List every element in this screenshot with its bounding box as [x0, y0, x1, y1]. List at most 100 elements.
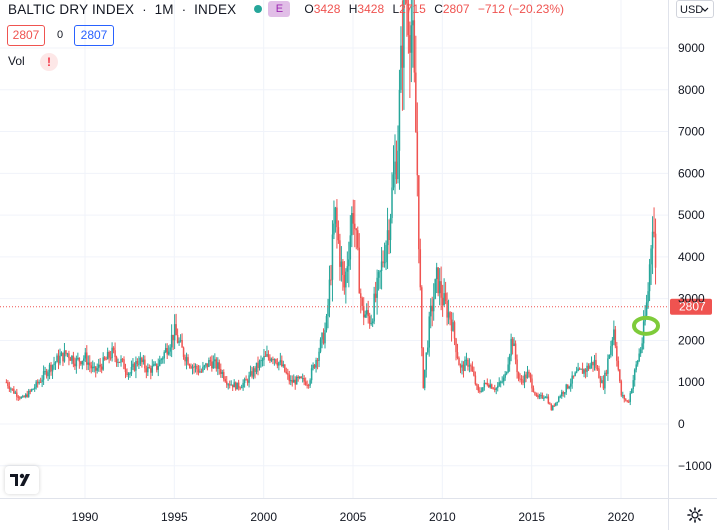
- candle-body: [450, 319, 453, 331]
- candle-body: [297, 376, 299, 379]
- candle-body: [272, 359, 274, 361]
- candle-body: [208, 360, 210, 367]
- candle-body: [438, 281, 441, 294]
- close-key: C: [434, 2, 443, 16]
- candle-body: [464, 359, 466, 371]
- candle-body: [452, 322, 454, 331]
- candle-body: [62, 352, 64, 362]
- candle-body: [231, 384, 234, 388]
- candle-body: [30, 389, 33, 392]
- candle-body: [391, 187, 393, 218]
- candle-body: [169, 347, 171, 352]
- candle-body: [444, 293, 447, 301]
- candle-body: [352, 213, 355, 224]
- candle-body: [532, 388, 535, 393]
- candle-body: [190, 366, 192, 369]
- overlays: 2807: [0, 298, 712, 336]
- candle-body: [406, 0, 408, 4]
- candle-body: [578, 368, 581, 370]
- candle-body: [365, 310, 368, 315]
- exchange-label: INDEX: [194, 1, 237, 17]
- x-tick-label: 1995: [161, 510, 188, 524]
- candle-body: [68, 353, 70, 359]
- candle-body: [635, 364, 637, 370]
- candle-body: [8, 386, 11, 390]
- currency-selector[interactable]: USD: [676, 0, 714, 18]
- candle-body: [654, 233, 657, 268]
- candle-body: [103, 357, 106, 360]
- candle-body: [45, 371, 48, 377]
- candle-body: [202, 366, 204, 372]
- candle-body: [42, 371, 45, 380]
- candle-body: [53, 363, 55, 366]
- interval-label[interactable]: 1M: [154, 1, 174, 17]
- x-tick-label: 2005: [340, 510, 367, 524]
- candle-body: [19, 397, 21, 399]
- y-tick-label: −1000: [678, 459, 712, 473]
- candle-body: [90, 365, 93, 369]
- market-status-icon[interactable]: [254, 5, 263, 13]
- candle-body: [346, 266, 349, 272]
- candle-body: [416, 132, 419, 176]
- volume-label[interactable]: Vol: [8, 54, 25, 68]
- symbol-legend: BALTIC DRY INDEX · 1M · INDEX E O3428 H3…: [8, 0, 564, 18]
- separator-dot: ·: [181, 1, 187, 17]
- candle-body: [328, 279, 331, 306]
- candle-body: [93, 366, 95, 368]
- change-value: −712 (−20.23%): [477, 2, 564, 16]
- candle-body: [443, 293, 445, 306]
- candle-body: [413, 20, 416, 73]
- candle-body: [144, 359, 146, 369]
- candle-body: [357, 230, 359, 248]
- candle-body: [361, 297, 363, 306]
- candle-body: [279, 360, 282, 363]
- candle-body: [418, 175, 420, 250]
- warning-icon[interactable]: !: [40, 53, 58, 71]
- candle-body: [27, 390, 30, 397]
- candle-body: [285, 371, 288, 374]
- candle-body: [407, 3, 410, 36]
- candle-body: [206, 363, 209, 367]
- candle-body: [108, 352, 110, 358]
- candle-body: [575, 371, 578, 373]
- candle-body: [258, 361, 261, 368]
- candle-body: [377, 272, 380, 278]
- candle-body: [240, 387, 243, 389]
- candle-body: [147, 367, 149, 373]
- candle-body: [50, 364, 52, 372]
- tradingview-logo-icon[interactable]: [5, 466, 39, 494]
- symbol-name[interactable]: BALTIC DRY INDEX: [8, 1, 135, 17]
- eod-badge[interactable]: E: [268, 1, 291, 17]
- candle-body: [447, 312, 450, 318]
- candle-body: [510, 338, 512, 356]
- candle-body: [273, 359, 276, 361]
- candle-body: [35, 381, 37, 388]
- buy-button[interactable]: 2807: [74, 25, 114, 46]
- candle-body: [516, 359, 518, 373]
- candle-body: [531, 378, 533, 389]
- candle-body: [566, 384, 569, 389]
- settings-gear-icon[interactable]: [686, 506, 704, 524]
- last-price-label: 2807: [679, 300, 706, 314]
- candle-body: [558, 397, 560, 402]
- candle-body: [435, 267, 438, 280]
- candle-body: [627, 401, 630, 403]
- candle-body: [636, 360, 639, 365]
- candle-body: [367, 310, 369, 317]
- sell-button[interactable]: 2807: [7, 25, 45, 46]
- candle-body: [550, 404, 553, 411]
- candle-body: [230, 384, 232, 386]
- candle-body: [211, 361, 213, 369]
- candle-body: [415, 72, 417, 133]
- candle-body: [188, 364, 191, 367]
- candle-body: [316, 359, 319, 361]
- candle-body: [508, 355, 511, 365]
- candle-body: [287, 373, 289, 375]
- candle-body: [196, 365, 198, 370]
- highlight-circle-annotation[interactable]: [632, 315, 661, 336]
- candle-body: [102, 357, 104, 370]
- grid-lines: [0, 0, 668, 498]
- candle-body: [449, 312, 451, 320]
- candle-body: [468, 365, 471, 367]
